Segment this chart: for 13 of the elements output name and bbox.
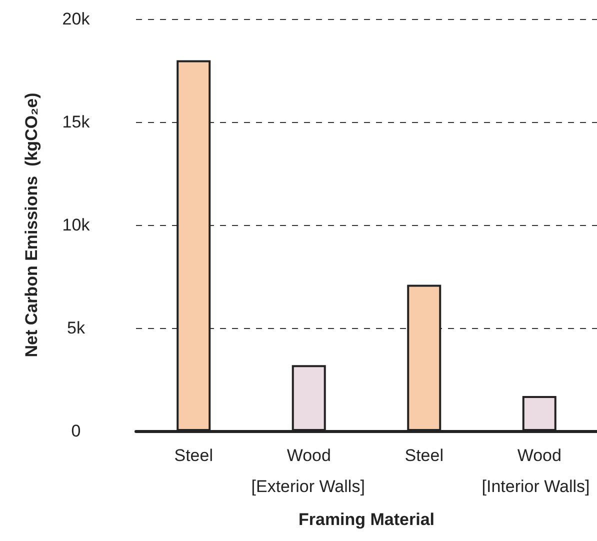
x-tick-label: Steel — [404, 446, 444, 465]
x-tick-label: Steel — [174, 446, 213, 465]
y-tick-label: 5k — [67, 318, 86, 338]
x-tick-label: Wood — [286, 446, 331, 465]
x-tick-label: Wood — [517, 446, 562, 465]
y-tick-label: 10k — [62, 216, 90, 234]
text: [Interior Walls] — [482, 477, 590, 496]
text: [Exterior Walls] — [251, 477, 365, 496]
y-tick-label: 20k — [62, 10, 90, 28]
y-tick-label: 15k — [62, 112, 90, 132]
y-axis-title: Net Carbon Emissions (kgCO₂e) — [22, 92, 41, 358]
y-tick-label: 0 — [71, 422, 81, 440]
x-axis-title: Framing Material — [298, 510, 435, 529]
